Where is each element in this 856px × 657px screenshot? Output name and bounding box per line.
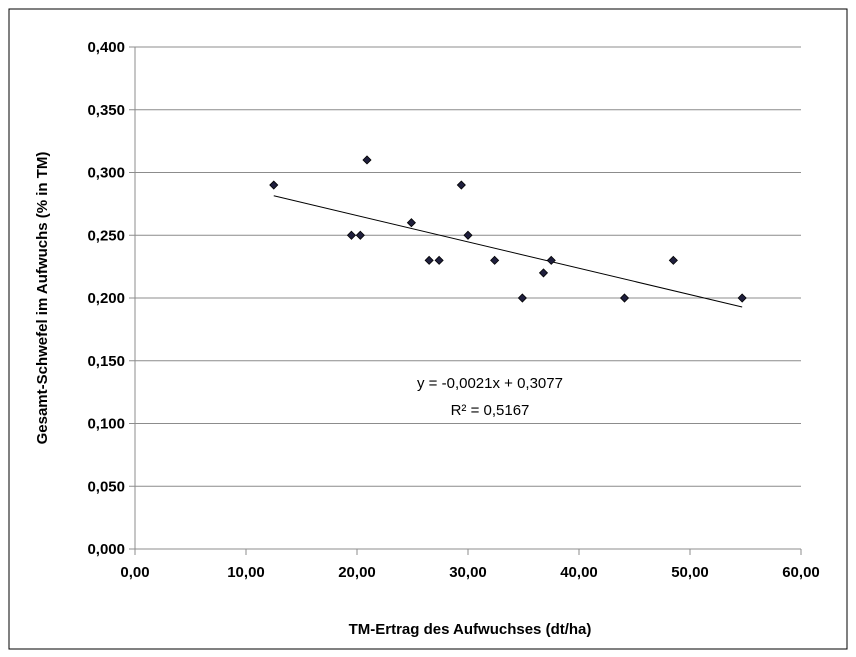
- y-tick-label: 0,100: [87, 416, 125, 433]
- data-point: [362, 155, 372, 165]
- x-tick-label: 30,00: [449, 564, 487, 581]
- data-point: [619, 293, 630, 303]
- y-tick-label: 0,250: [87, 227, 125, 244]
- y-tick-label: 0,400: [87, 39, 125, 56]
- x-tick-label: 20,00: [338, 564, 376, 581]
- y-axis-title: Gesamt-Schwefel im Aufwuchs (% in TM): [34, 152, 51, 445]
- trendline: [273, 195, 743, 308]
- data-point: [456, 180, 466, 190]
- data-point: [546, 255, 556, 265]
- x-tick-label: 10,00: [227, 564, 265, 581]
- data-point: [538, 268, 549, 278]
- data-point: [346, 230, 357, 240]
- x-tick-label: 0,00: [120, 564, 149, 581]
- data-point: [269, 180, 279, 190]
- axes: [129, 46, 802, 555]
- trendline-r-squared: R² = 0,5167: [451, 402, 530, 419]
- y-tick-label: 0,000: [87, 541, 125, 558]
- y-tick-label: 0,350: [87, 102, 125, 119]
- tick-labels: 0,000 0,050 0,100 0,150 0,200 0,250 0,300 0,350…: [87, 39, 819, 581]
- data-point: [490, 255, 500, 265]
- y-tick-label: 0,050: [87, 478, 125, 495]
- data-point: [406, 218, 416, 228]
- data-points: [269, 155, 747, 303]
- data-point: [517, 293, 527, 303]
- chart-border: [8, 8, 848, 650]
- data-point: [355, 230, 365, 240]
- x-tick-label: 40,00: [560, 564, 598, 581]
- data-point: [463, 230, 473, 240]
- trendline-equation: y = -0,0021x + 0,3077: [417, 375, 563, 392]
- trendline-layer: [273, 195, 743, 308]
- y-tick-label: 0,300: [87, 165, 125, 182]
- data-point: [737, 293, 747, 303]
- data-point: [668, 255, 678, 265]
- data-point: [424, 255, 434, 265]
- x-tick-label: 50,00: [671, 564, 709, 581]
- x-axis-title: TM-Ertrag des Aufwuchses (dt/ha): [349, 621, 592, 638]
- x-tick-label: 60,00: [782, 564, 820, 581]
- data-point: [434, 255, 444, 265]
- y-tick-label: 0,200: [87, 290, 125, 307]
- y-tick-label: 0,150: [87, 353, 125, 370]
